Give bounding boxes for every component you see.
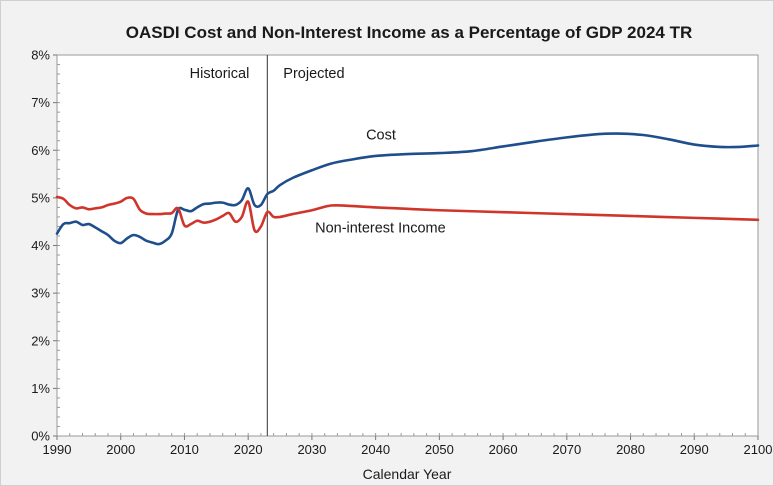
- x-tick-label: 2070: [552, 442, 581, 457]
- y-tick-label: 4%: [31, 238, 50, 253]
- y-tick-label: 7%: [31, 95, 50, 110]
- x-tick-label: 2100: [744, 442, 773, 457]
- projected-label: Projected: [283, 66, 344, 82]
- x-tick-label: 2060: [489, 442, 518, 457]
- historical-label: Historical: [190, 66, 250, 82]
- x-tick-label: 2090: [680, 442, 709, 457]
- x-axis: 1990 2000 2010 2020 2030 2040 2050 2060 2070 2080…: [43, 436, 773, 457]
- series-line-cost: [55, 132, 760, 246]
- series-label-cost: Cost: [366, 127, 396, 143]
- series-line-non-interest-income: [55, 195, 760, 234]
- x-axis-label: Calendar Year: [363, 466, 452, 482]
- chart-title: OASDI Cost and Non-Interest Income as a …: [126, 23, 693, 42]
- x-tick-label: 2050: [425, 442, 454, 457]
- x-tick-label: 2040: [361, 442, 390, 457]
- series-lines: [55, 132, 760, 246]
- y-axis: 0% 1% 2% 3% 4% 5% 6% 7% 8%: [31, 48, 57, 444]
- x-tick-label: 2080: [616, 442, 645, 457]
- y-tick-label: 6%: [31, 143, 50, 158]
- x-tick-label: 2000: [106, 442, 135, 457]
- y-tick-label: 2%: [31, 333, 50, 348]
- x-tick-label: 2030: [297, 442, 326, 457]
- y-tick-label: 1%: [31, 381, 50, 396]
- series-label-non-interest-income: Non-interest Income: [315, 221, 446, 237]
- x-tick-label: 2010: [170, 442, 199, 457]
- plot-area: [56, 54, 759, 437]
- y-tick-label: 5%: [31, 190, 50, 205]
- minor-ticks: [56, 54, 759, 437]
- x-tick-label: 2020: [234, 442, 263, 457]
- y-tick-label: 3%: [31, 286, 50, 301]
- y-tick-label: 0%: [31, 429, 50, 444]
- y-tick-label: 8%: [31, 48, 50, 63]
- x-tick-label: 1990: [43, 442, 72, 457]
